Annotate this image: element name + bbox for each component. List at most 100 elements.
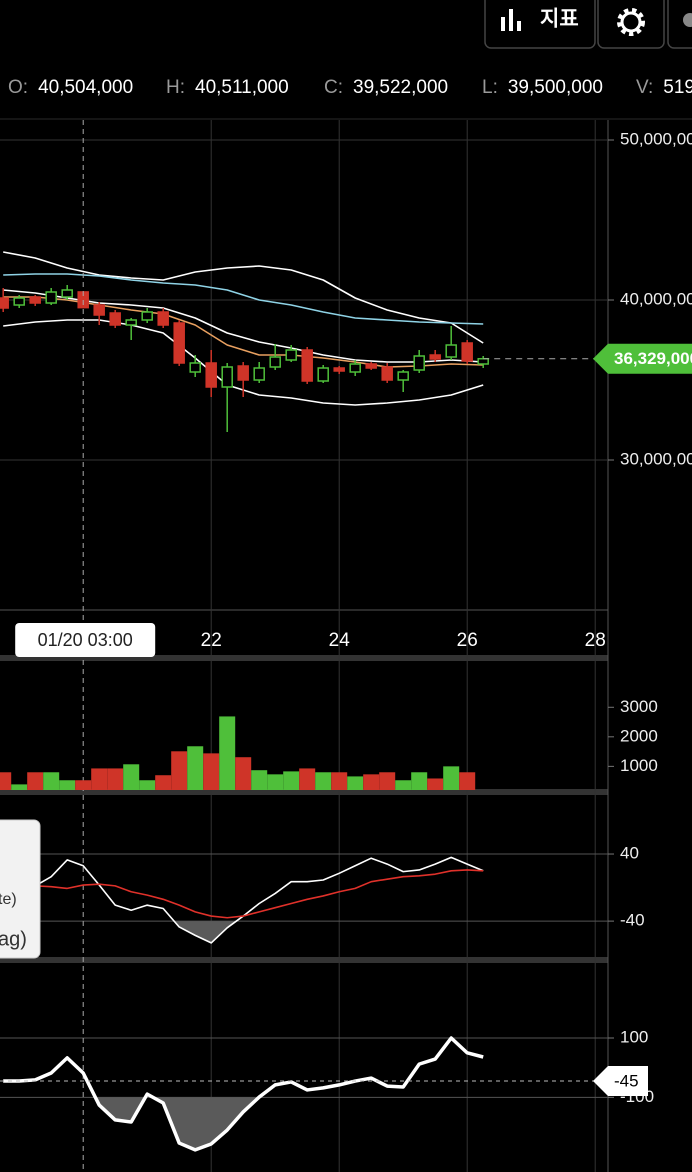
line xyxy=(3,251,484,344)
candle-body xyxy=(253,367,265,381)
candle-body xyxy=(269,356,281,368)
last-price-label: 36,329,000 xyxy=(614,349,692,368)
legend-popup-text: te) xyxy=(0,891,17,908)
line xyxy=(34,856,484,944)
volume-bar xyxy=(395,780,412,790)
ohlc-value: 40,511,000 xyxy=(195,77,289,98)
candle-body xyxy=(125,319,137,326)
volume-bar xyxy=(235,757,252,790)
candle-body xyxy=(29,296,41,304)
legend-popup xyxy=(0,819,41,959)
volume-bar xyxy=(331,772,348,790)
candle-body xyxy=(205,362,217,388)
volume-bar xyxy=(0,772,12,790)
more-button[interactable] xyxy=(667,0,692,49)
candle-body xyxy=(13,297,25,306)
volume-bar xyxy=(363,774,380,790)
candle-body xyxy=(0,297,9,309)
ohlc-key: C: xyxy=(324,77,343,98)
volume-bar xyxy=(139,780,156,790)
y-tick-label: 2000 xyxy=(620,726,658,745)
candle-body xyxy=(301,349,313,382)
candle-body xyxy=(333,367,345,372)
ohlc-value: 39,500,000 xyxy=(508,77,603,98)
candle-body xyxy=(109,312,121,326)
volume-bar xyxy=(123,764,140,790)
candle-body xyxy=(285,349,297,361)
ohlc-key: L: xyxy=(482,77,498,98)
volume-bar xyxy=(107,768,124,790)
candle-body xyxy=(429,354,441,360)
x-tick-label: 26 xyxy=(457,630,478,651)
volume-bar xyxy=(187,746,204,790)
candle-body xyxy=(237,365,249,381)
panel-separator xyxy=(0,789,608,795)
candle-body xyxy=(157,311,169,326)
y-tick-label: 3000 xyxy=(620,697,658,716)
x-tick-label: 24 xyxy=(329,630,351,651)
candle-body xyxy=(141,311,153,321)
volume-bar xyxy=(427,778,444,790)
ohlc-value: 519 xyxy=(663,77,692,98)
crosshair-label-box xyxy=(15,623,156,657)
icon xyxy=(509,9,513,31)
candle-body xyxy=(445,344,457,358)
y-tick-label: 30,000,000 xyxy=(620,449,692,468)
volume-bar xyxy=(75,780,92,790)
ohlc-value: 39,522,000 xyxy=(353,77,448,98)
volume-bar xyxy=(251,770,268,790)
volume-bar xyxy=(347,776,364,790)
panel-separator xyxy=(0,957,608,963)
volume-bar xyxy=(219,716,236,790)
volume-bar xyxy=(283,771,300,790)
volume-bar xyxy=(267,774,284,790)
volume-bar xyxy=(91,768,108,790)
volume-bar xyxy=(203,753,220,790)
y-tick-label: 50,000,000 xyxy=(620,129,692,148)
crosshair-label: 01/20 03:00 xyxy=(38,630,133,650)
legend-popup-text: ag) xyxy=(0,928,27,950)
icon xyxy=(501,17,505,31)
volume-bar xyxy=(43,772,60,790)
candle-body xyxy=(397,371,409,381)
indicator-label: 지표 xyxy=(540,8,579,31)
ohlc-key: H: xyxy=(166,77,185,98)
current-value-tag xyxy=(593,1066,648,1097)
gear-icon xyxy=(620,11,642,33)
candle-body xyxy=(317,367,329,382)
candle-body xyxy=(45,291,57,304)
volume-bar xyxy=(443,766,460,790)
settings-button[interactable] xyxy=(597,0,665,49)
volume-bar xyxy=(11,784,28,790)
last-price-tag xyxy=(593,343,692,374)
x-tick-label: 28 xyxy=(585,630,606,651)
fill-area xyxy=(3,1097,484,1150)
y-tick-label: 100 xyxy=(620,1027,648,1046)
candle-body xyxy=(413,355,425,371)
candle-body xyxy=(93,304,105,316)
toolbar: 지표 xyxy=(484,0,692,49)
x-tick-label: 22 xyxy=(201,630,222,651)
candle-body xyxy=(221,366,233,388)
ohlc-key: V: xyxy=(636,77,653,98)
y-tick-label: 40 xyxy=(620,844,639,863)
y-tick-label: 40,000,000 xyxy=(620,289,692,308)
y-tick-label: -40 xyxy=(620,911,645,930)
candle-body xyxy=(365,363,377,369)
icon xyxy=(517,21,521,31)
ohlc-bar: O: 40,504,000 H: 40,511,000 C: 39,522,000 L: 39… xyxy=(8,77,692,98)
candle-body xyxy=(189,362,201,373)
candle-body xyxy=(461,342,473,362)
line xyxy=(35,869,484,919)
volume-bar xyxy=(315,772,332,790)
y-tick-label: 1000 xyxy=(620,756,658,775)
volume-bar xyxy=(155,775,172,790)
ohlc-value: 40,504,000 xyxy=(38,77,133,98)
line xyxy=(3,1036,484,1152)
candle-body xyxy=(61,289,73,298)
volume-bar xyxy=(59,780,76,790)
volume-bar xyxy=(379,772,396,790)
volume-bar xyxy=(459,772,476,790)
